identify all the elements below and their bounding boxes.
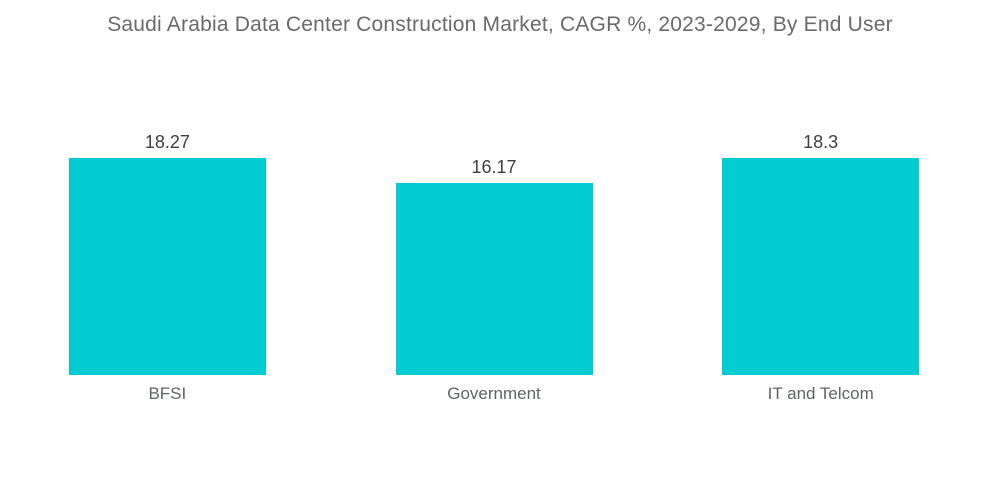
- bar-value-label: 18.3: [803, 132, 839, 152]
- bar-column: 16.17 Government: [331, 0, 658, 402]
- bar: [68, 158, 266, 375]
- chart-title: Saudi Arabia Data Center Construction Ma…: [107, 13, 893, 36]
- plot-area: 18.27 BFSI 16.17 Government 18.3 IT and Telco…: [4, 0, 984, 402]
- bar: [395, 183, 593, 375]
- category-label: BFSI: [148, 384, 187, 403]
- bar-value-label: 16.17: [471, 157, 517, 178]
- bar: [722, 158, 920, 375]
- category-label: IT and Telcom: [767, 384, 874, 403]
- bar-column: 18.27 BFSI: [4, 0, 331, 402]
- category-label: Government: [447, 384, 541, 403]
- bar-value-label: 18.27: [144, 132, 190, 153]
- bar-column: 18.3 IT and Telcom: [657, 0, 984, 402]
